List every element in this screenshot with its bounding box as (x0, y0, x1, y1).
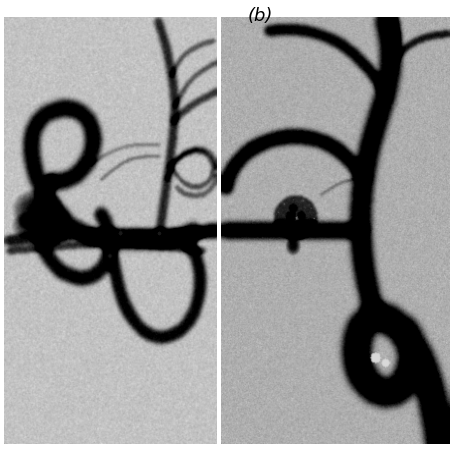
Text: (b): (b) (247, 7, 272, 25)
